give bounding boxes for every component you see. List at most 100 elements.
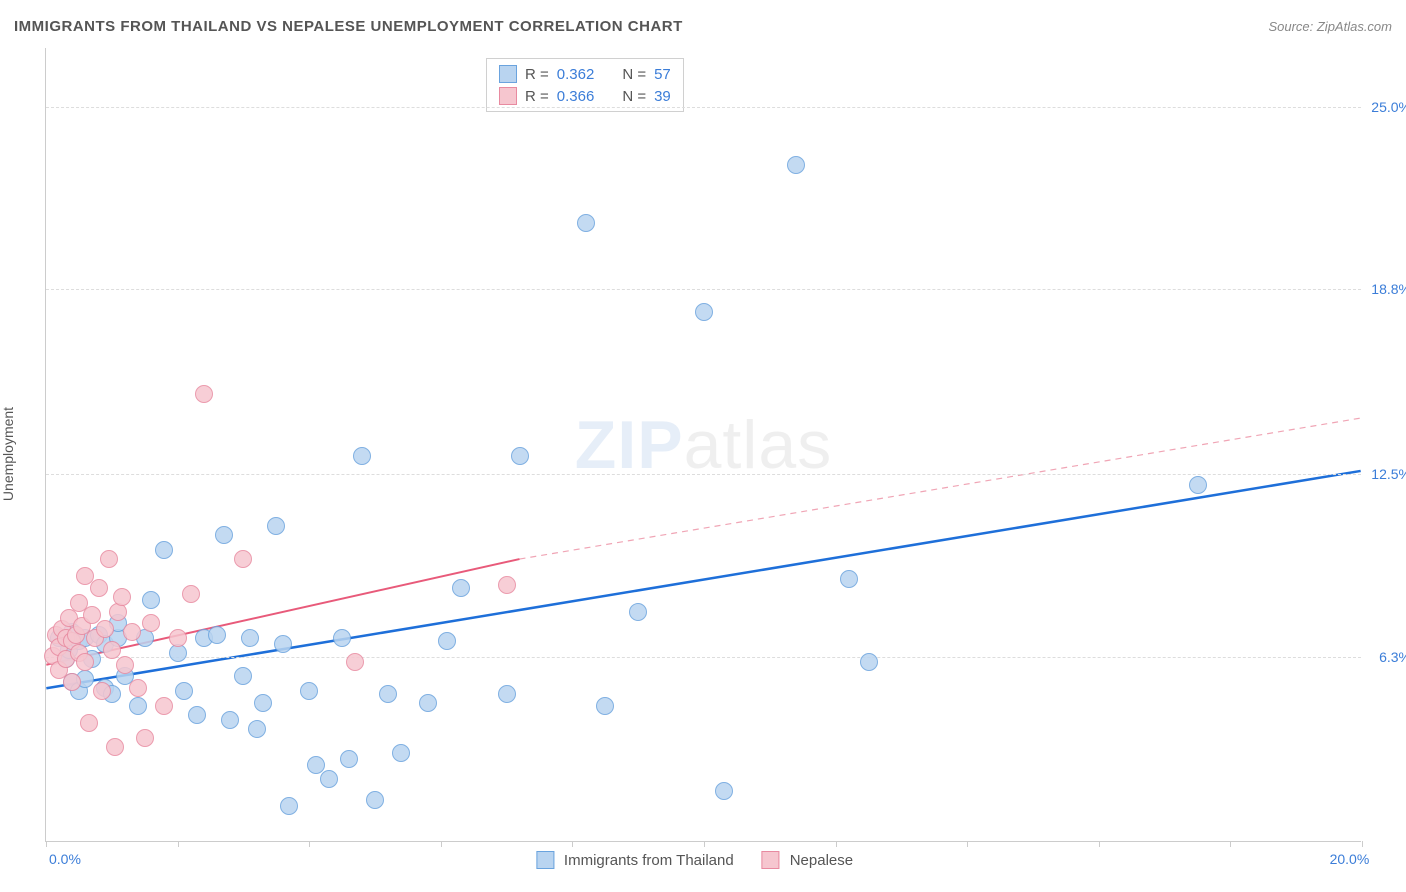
legend-series-label: Immigrants from Thailand — [564, 852, 734, 869]
legend-r-value: 0.366 — [557, 88, 595, 105]
legend-r-label: R = — [525, 66, 549, 83]
data-point — [300, 682, 318, 700]
data-point — [267, 517, 285, 535]
data-point — [123, 623, 141, 641]
legend-correlation: R = 0.362 N = 57 R = 0.366 N = 39 — [486, 58, 684, 112]
data-point — [234, 667, 252, 685]
watermark: ZIPatlas — [575, 406, 832, 484]
data-point — [188, 706, 206, 724]
data-point — [629, 603, 647, 621]
legend-n-label: N = — [622, 88, 646, 105]
gridline — [46, 107, 1361, 108]
data-point — [274, 635, 292, 653]
legend-swatch — [762, 851, 780, 869]
data-point — [100, 550, 118, 568]
regression-lines — [46, 48, 1361, 841]
data-point — [169, 629, 187, 647]
data-point — [353, 447, 371, 465]
data-point — [96, 620, 114, 638]
data-point — [221, 711, 239, 729]
data-point — [142, 591, 160, 609]
data-point — [63, 673, 81, 691]
data-point — [498, 576, 516, 594]
data-point — [80, 714, 98, 732]
data-point — [392, 744, 410, 762]
data-point — [182, 585, 200, 603]
data-point — [116, 656, 134, 674]
chart-source: Source: ZipAtlas.com — [1268, 19, 1392, 34]
y-tick-label: 18.8% — [1366, 281, 1406, 297]
data-point — [129, 679, 147, 697]
legend-swatch — [499, 65, 517, 83]
data-point — [577, 214, 595, 232]
legend-r-label: R = — [525, 88, 549, 105]
chart-header: IMMIGRANTS FROM THAILAND VS NEPALESE UNE… — [14, 18, 1392, 35]
data-point — [155, 541, 173, 559]
data-point — [715, 782, 733, 800]
data-point — [1189, 476, 1207, 494]
data-point — [106, 738, 124, 756]
x-tick — [178, 841, 179, 847]
legend-r-value: 0.362 — [557, 66, 595, 83]
data-point — [307, 756, 325, 774]
y-tick-label: 12.5% — [1366, 466, 1406, 482]
data-point — [340, 750, 358, 768]
gridline — [46, 657, 1361, 658]
data-point — [195, 385, 213, 403]
x-tick-label: 20.0% — [1330, 851, 1370, 867]
legend-n-value: 57 — [654, 66, 671, 83]
legend-row: R = 0.362 N = 57 — [499, 63, 671, 85]
data-point — [215, 526, 233, 544]
data-point — [498, 685, 516, 703]
data-point — [76, 653, 94, 671]
data-point — [346, 653, 364, 671]
data-point — [93, 682, 111, 700]
data-point — [136, 729, 154, 747]
data-point — [103, 641, 121, 659]
data-point — [142, 614, 160, 632]
data-point — [241, 629, 259, 647]
scatter-chart: ZIPatlas R =0.362N =57R =0.366N =39 Immi… — [45, 48, 1361, 842]
y-tick-label: 25.0% — [1366, 99, 1406, 115]
data-point — [234, 550, 252, 568]
data-point — [695, 303, 713, 321]
x-tick — [836, 841, 837, 847]
x-tick — [309, 841, 310, 847]
x-tick — [46, 841, 47, 847]
x-tick — [1099, 841, 1100, 847]
x-tick-label: 0.0% — [49, 851, 81, 867]
x-tick — [1362, 841, 1363, 847]
chart-title: IMMIGRANTS FROM THAILAND VS NEPALESE UNE… — [14, 18, 683, 35]
data-point — [175, 682, 193, 700]
data-point — [129, 697, 147, 715]
data-point — [438, 632, 456, 650]
legend-swatch — [499, 87, 517, 105]
legend-n-label: N = — [622, 66, 646, 83]
data-point — [452, 579, 470, 597]
data-point — [113, 588, 131, 606]
data-point — [155, 697, 173, 715]
data-point — [254, 694, 272, 712]
x-tick — [572, 841, 573, 847]
data-point — [840, 570, 858, 588]
legend-n-value: 39 — [654, 88, 671, 105]
data-point — [333, 629, 351, 647]
data-point — [419, 694, 437, 712]
gridline — [46, 474, 1361, 475]
legend-series-label: Nepalese — [790, 852, 853, 869]
legend-swatch — [536, 851, 554, 869]
data-point — [860, 653, 878, 671]
data-point — [596, 697, 614, 715]
data-point — [83, 606, 101, 624]
gridline — [46, 289, 1361, 290]
data-point — [379, 685, 397, 703]
y-tick-label: 6.3% — [1366, 649, 1406, 665]
data-point — [366, 791, 384, 809]
data-point — [320, 770, 338, 788]
data-point — [511, 447, 529, 465]
data-point — [208, 626, 226, 644]
data-point — [248, 720, 266, 738]
legend-series: Immigrants from Thailand Nepalese — [536, 851, 871, 869]
x-tick — [704, 841, 705, 847]
data-point — [787, 156, 805, 174]
